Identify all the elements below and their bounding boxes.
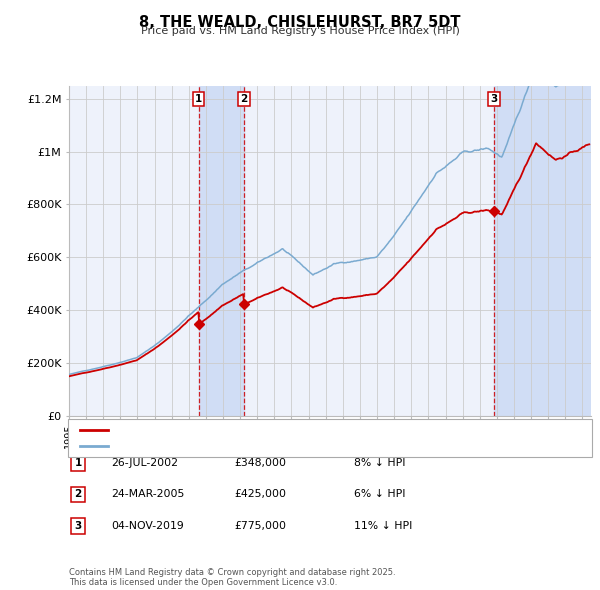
- Text: 1: 1: [74, 458, 82, 468]
- Text: 2: 2: [74, 490, 82, 499]
- Text: 2: 2: [241, 94, 248, 104]
- Bar: [494, 86, 591, 416]
- Text: 8, THE WEALD, CHISLEHURST, BR7 5DT (detached house): 8, THE WEALD, CHISLEHURST, BR7 5DT (deta…: [113, 425, 413, 435]
- Text: 3: 3: [74, 521, 82, 530]
- Text: 04-NOV-2019: 04-NOV-2019: [111, 521, 184, 530]
- Text: 3: 3: [491, 94, 498, 104]
- Text: 8% ↓ HPI: 8% ↓ HPI: [354, 458, 406, 468]
- Text: 11% ↓ HPI: 11% ↓ HPI: [354, 521, 412, 530]
- Text: Price paid vs. HM Land Registry's House Price Index (HPI): Price paid vs. HM Land Registry's House …: [140, 26, 460, 36]
- Text: £425,000: £425,000: [234, 490, 286, 499]
- Text: 26-JUL-2002: 26-JUL-2002: [111, 458, 178, 468]
- Text: £775,000: £775,000: [234, 521, 286, 530]
- Text: 8, THE WEALD, CHISLEHURST, BR7 5DT: 8, THE WEALD, CHISLEHURST, BR7 5DT: [139, 15, 461, 30]
- Bar: [199, 86, 244, 416]
- Text: 24-MAR-2005: 24-MAR-2005: [111, 490, 184, 499]
- Text: HPI: Average price, detached house, Bromley: HPI: Average price, detached house, Brom…: [113, 441, 349, 451]
- Text: £348,000: £348,000: [234, 458, 286, 468]
- Text: 6% ↓ HPI: 6% ↓ HPI: [354, 490, 406, 499]
- Text: 1: 1: [195, 94, 202, 104]
- Text: Contains HM Land Registry data © Crown copyright and database right 2025.
This d: Contains HM Land Registry data © Crown c…: [69, 568, 395, 587]
